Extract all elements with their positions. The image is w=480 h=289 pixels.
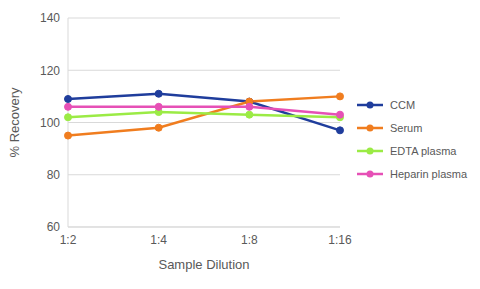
- svg-text:80: 80: [47, 168, 61, 182]
- html-text:EDTA plasma: EDTA plasma: [390, 145, 457, 157]
- svg-text:1:8: 1:8: [241, 233, 258, 247]
- svg-text:60: 60: [47, 220, 61, 234]
- svg-text:% Recovery: % Recovery: [8, 87, 22, 158]
- svg-text:1:4: 1:4: [150, 233, 167, 247]
- svg-text:120: 120: [40, 64, 60, 78]
- html-text:Heparin plasma: Heparin plasma: [390, 168, 467, 180]
- svg-text:1:2: 1:2: [60, 233, 77, 247]
- svg-text:Sample Dilution: Sample Dilution: [158, 257, 249, 272]
- html-text:CCM: CCM: [390, 99, 416, 111]
- svg-text:100: 100: [40, 116, 60, 130]
- svg-text:140: 140: [40, 11, 60, 25]
- svg-text:1:16: 1:16: [328, 233, 352, 247]
- html-text:Serum: Serum: [390, 122, 423, 134]
